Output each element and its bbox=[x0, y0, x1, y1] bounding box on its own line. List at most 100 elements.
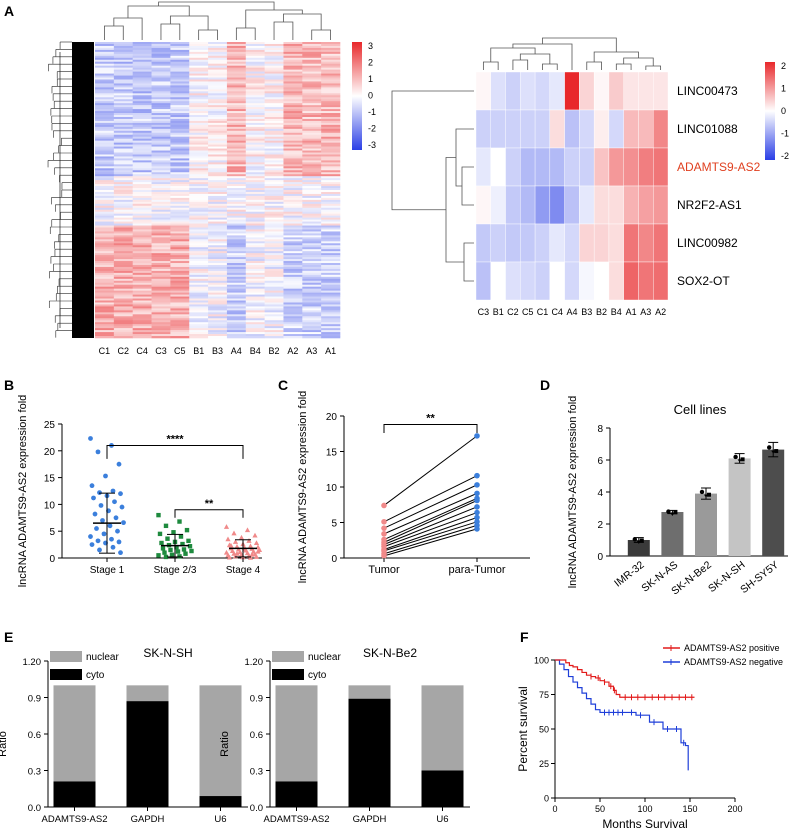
heatmap-cell bbox=[208, 47, 228, 51]
heatmap-cell bbox=[170, 253, 190, 256]
heatmap-cell bbox=[170, 272, 190, 276]
heatmap-cell bbox=[302, 69, 322, 72]
heatmap-cell bbox=[505, 185, 521, 225]
y-tick-label: 15 bbox=[44, 474, 56, 485]
heatmap-cell bbox=[283, 227, 303, 230]
heatmap-cell bbox=[321, 266, 341, 270]
heatmap-cell bbox=[170, 178, 190, 181]
heatmap-cell bbox=[520, 223, 536, 263]
heatmap-cell bbox=[151, 81, 171, 84]
heatmap-cell bbox=[264, 229, 284, 232]
heatmap-cell bbox=[245, 243, 265, 246]
heatmap-cell bbox=[321, 83, 341, 86]
heatmap-cell bbox=[113, 115, 133, 118]
heatmap-cell bbox=[189, 217, 209, 220]
heatmap-cell bbox=[321, 99, 341, 102]
heatmap-cell bbox=[151, 164, 171, 167]
heatmap-cell bbox=[170, 322, 190, 325]
heatmap-cell bbox=[132, 261, 152, 264]
heatmap-cell bbox=[113, 209, 133, 212]
heatmap-cell bbox=[151, 235, 171, 238]
heatmap-cell bbox=[283, 243, 303, 246]
heatmap-cell bbox=[283, 290, 303, 293]
heatmap-cell bbox=[321, 312, 341, 315]
heatmap-cell bbox=[226, 245, 247, 248]
heatmap-cell bbox=[95, 73, 115, 76]
heatmap-cell bbox=[245, 176, 265, 179]
heatmap-cell bbox=[283, 259, 303, 262]
heatmap-cell bbox=[283, 65, 303, 68]
heatmap-cell bbox=[638, 185, 654, 225]
heatmap-cell bbox=[245, 120, 265, 124]
heatmap-cell bbox=[245, 235, 265, 238]
heatmap-cell bbox=[283, 229, 303, 232]
heatmap-cell bbox=[189, 152, 209, 155]
heatmap-cell bbox=[208, 326, 228, 329]
data-point bbox=[171, 530, 176, 535]
data-point bbox=[163, 554, 169, 560]
heatmap-cell bbox=[321, 95, 341, 98]
pair-line bbox=[383, 475, 478, 523]
heatmap-cell bbox=[151, 322, 171, 325]
heatmap-cell bbox=[321, 211, 341, 214]
heatmap-cell bbox=[302, 322, 322, 325]
heatmap-cell bbox=[264, 318, 284, 321]
heatmap-cell bbox=[132, 334, 152, 337]
heatmap-cell bbox=[208, 101, 228, 104]
heatmap-cell bbox=[113, 158, 133, 161]
heatmap-cell bbox=[189, 93, 209, 96]
heatmap-cell bbox=[208, 268, 228, 272]
heatmap-cell bbox=[151, 336, 171, 339]
heatmap-cell bbox=[245, 69, 265, 72]
heatmap-cell bbox=[189, 95, 209, 98]
heatmap-cell bbox=[264, 150, 284, 153]
heatmap-cell bbox=[226, 57, 247, 61]
heatmap-cell bbox=[226, 152, 247, 155]
heatmap-cell bbox=[113, 314, 133, 317]
heatmap-cell bbox=[283, 93, 303, 96]
heatmap-cell bbox=[245, 223, 265, 226]
heatmap-cell bbox=[95, 107, 115, 110]
bar-cyto bbox=[348, 698, 391, 807]
heatmap-cell bbox=[321, 247, 341, 250]
heatmap-cell bbox=[189, 116, 209, 120]
heatmap-cell bbox=[283, 81, 303, 84]
heatmap-cell bbox=[245, 191, 265, 195]
heatmap-cell bbox=[264, 235, 284, 238]
heatmap-cell bbox=[226, 249, 247, 252]
heatmap-cell bbox=[95, 322, 115, 325]
heatmap-cell bbox=[151, 69, 171, 72]
heatmap-cell bbox=[151, 67, 171, 70]
heatmap-cell bbox=[95, 150, 115, 153]
heatmap-cell bbox=[208, 292, 228, 295]
heatmap-cell bbox=[208, 239, 228, 242]
heatmap-cell bbox=[283, 182, 303, 185]
heatmap-cell bbox=[189, 221, 209, 224]
heatmap-cell bbox=[283, 205, 303, 209]
data-point bbox=[103, 473, 108, 479]
heatmap-cell bbox=[321, 195, 341, 199]
heatmap-cell bbox=[264, 158, 284, 161]
x-tick-label: ADAMTS9-AS2 bbox=[264, 814, 330, 825]
heatmap-cell bbox=[95, 274, 115, 278]
heatmap-cell bbox=[113, 304, 133, 307]
heatmap-cell bbox=[283, 209, 303, 212]
heatmap-cell bbox=[321, 97, 341, 100]
heatmap-cell bbox=[189, 105, 209, 108]
heatmap-cell bbox=[302, 245, 322, 248]
heatmap-cell bbox=[189, 132, 209, 136]
heatmap-cell bbox=[95, 316, 115, 319]
heatmap-cell bbox=[264, 272, 284, 276]
heatmap-cell bbox=[170, 302, 190, 305]
heatmap-cell bbox=[302, 146, 322, 149]
heatmap-cell bbox=[189, 213, 209, 216]
heatmap-cell bbox=[189, 225, 209, 228]
heatmap-cell bbox=[113, 168, 133, 171]
heatmap-cell bbox=[264, 239, 284, 242]
heatmap-cell bbox=[170, 75, 190, 78]
heatmap-cell bbox=[208, 42, 228, 45]
heatmap-cell bbox=[95, 99, 115, 102]
heatmap-cell bbox=[95, 136, 115, 139]
para-tumor-point bbox=[474, 433, 480, 439]
